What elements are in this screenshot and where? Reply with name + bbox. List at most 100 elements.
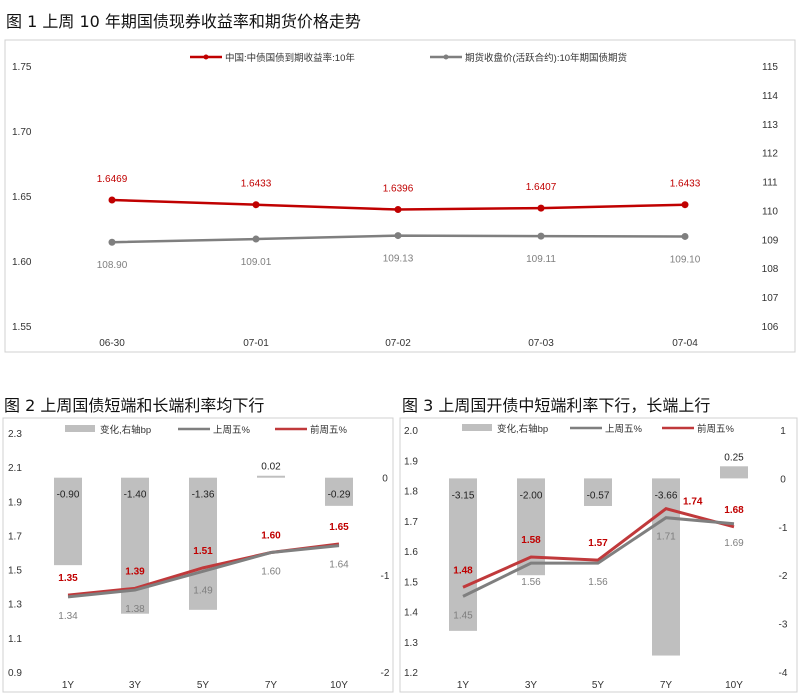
series-data-label: 1.56 <box>521 577 541 588</box>
left-axis-tick: 0.9 <box>8 668 22 679</box>
bar-data-label: 0.02 <box>261 462 281 473</box>
left-axis-tick: 1.5 <box>404 577 418 588</box>
bar <box>517 478 545 576</box>
series-data-label: 1.39 <box>125 566 145 577</box>
legend-swatch <box>462 424 492 431</box>
chart1-frame <box>4 39 796 353</box>
left-axis-tick: 1.60 <box>12 257 32 268</box>
series-data-label: 1.65 <box>329 522 349 533</box>
series-data-label: 1.6396 <box>383 184 414 195</box>
x-axis-tick: 06-30 <box>99 338 125 349</box>
x-axis-tick: 07-01 <box>243 338 269 349</box>
x-axis-tick: 10Y <box>330 680 348 691</box>
series-data-label: 1.68 <box>724 505 744 516</box>
legend-marker <box>203 54 209 60</box>
series-data-label: 1.48 <box>453 565 473 576</box>
legend-label: 变化,右轴bp <box>497 423 548 435</box>
right-axis-tick: 107 <box>762 293 779 304</box>
series-point <box>537 204 545 212</box>
left-axis-tick: 1.3 <box>404 638 418 649</box>
left-axis-tick: 2.1 <box>8 463 22 474</box>
bar-data-label: -1.40 <box>124 490 147 501</box>
series-data-label: 1.35 <box>58 573 78 584</box>
legend-label: 期货收盘价(活跃合约):10年期国债期货 <box>465 52 627 64</box>
right-axis-tick: -1 <box>779 523 788 534</box>
bar <box>584 478 612 506</box>
left-axis-tick: 2.0 <box>404 426 418 437</box>
left-axis-tick: 1.7 <box>404 517 418 528</box>
chart3-frame <box>399 417 798 693</box>
series-point <box>108 196 116 204</box>
chart1-title: 图 1 上周 10 年期国债现券收益率和期货价格走势 <box>6 12 361 31</box>
left-axis-tick: 1.3 <box>8 600 22 611</box>
series-data-label: 109.13 <box>383 254 414 265</box>
right-axis-tick: 112 <box>762 149 778 160</box>
left-axis-tick: 1.9 <box>8 497 22 508</box>
left-axis-tick: 1.65 <box>12 192 32 203</box>
series-data-label: 1.45 <box>453 610 473 621</box>
right-axis-tick: 109 <box>762 235 779 246</box>
series-point <box>252 235 260 243</box>
series-data-label: 1.6407 <box>526 182 557 193</box>
bar-data-label: -0.29 <box>328 490 351 501</box>
bar <box>325 477 353 506</box>
bar-data-label: -1.36 <box>192 490 215 501</box>
right-axis-tick: 115 <box>762 62 778 73</box>
bar-data-label: -0.90 <box>57 490 80 501</box>
legend-swatch <box>65 425 95 432</box>
x-axis-tick: 07-02 <box>385 338 411 349</box>
right-axis-tick: 108 <box>762 264 779 275</box>
series-data-label: 1.64 <box>329 560 349 571</box>
right-axis-tick: 0 <box>382 474 388 485</box>
left-axis-tick: 1.8 <box>404 487 418 498</box>
series-data-label: 1.34 <box>58 611 78 622</box>
series-point <box>394 206 402 214</box>
x-axis-tick: 5Y <box>592 680 605 691</box>
right-axis-tick: 110 <box>762 206 778 217</box>
left-axis-tick: 1.55 <box>12 322 32 333</box>
bar-data-label: -0.57 <box>587 490 610 501</box>
right-axis-tick: 113 <box>762 120 778 131</box>
legend-label: 变化,右轴bp <box>100 424 151 436</box>
left-axis-tick: 1.70 <box>12 127 32 138</box>
series-point <box>394 232 402 240</box>
series-line <box>462 507 735 589</box>
series-data-label: 1.56 <box>588 577 608 588</box>
series-data-label: 1.57 <box>588 538 608 549</box>
x-axis-tick: 5Y <box>197 680 210 691</box>
legend-label: 上周五% <box>605 424 643 435</box>
right-axis-tick: -3 <box>779 620 788 631</box>
left-axis-tick: 1.5 <box>8 566 22 577</box>
x-axis-tick: 7Y <box>660 680 673 691</box>
series-data-label: 1.74 <box>683 497 703 508</box>
chart2-title: 图 2 上周国债短端和长端利率均下行 <box>4 396 265 415</box>
bar-data-label: -3.15 <box>452 490 475 501</box>
series-data-label: 1.58 <box>521 535 541 546</box>
bar <box>449 478 477 631</box>
legend-label: 前周五% <box>310 424 348 436</box>
left-axis-tick: 1.6 <box>404 547 418 558</box>
right-axis-tick: 0 <box>780 474 786 485</box>
series-data-label: 109.10 <box>670 254 701 265</box>
series-point <box>537 232 545 240</box>
left-axis-tick: 1.1 <box>8 634 22 645</box>
series-point <box>108 238 116 246</box>
series-data-label: 1.38 <box>125 604 145 615</box>
right-axis-tick: -4 <box>779 668 788 679</box>
series-data-label: 1.49 <box>193 585 213 596</box>
left-axis-tick: 2.3 <box>8 429 22 440</box>
bar-data-label: -2.00 <box>520 490 543 501</box>
bar-data-label: -3.66 <box>655 490 678 501</box>
chart2-frame <box>2 417 394 693</box>
x-axis-tick: 7Y <box>265 680 278 691</box>
series-point <box>681 201 689 209</box>
x-axis-tick: 07-04 <box>672 338 698 349</box>
series-point <box>252 201 260 209</box>
x-axis-tick: 3Y <box>129 680 142 691</box>
x-axis-tick: 3Y <box>525 680 538 691</box>
legend-label: 上周五% <box>213 425 251 436</box>
right-axis-tick: -2 <box>779 571 788 582</box>
left-axis-tick: 1.7 <box>8 531 22 542</box>
series-line <box>67 544 340 599</box>
